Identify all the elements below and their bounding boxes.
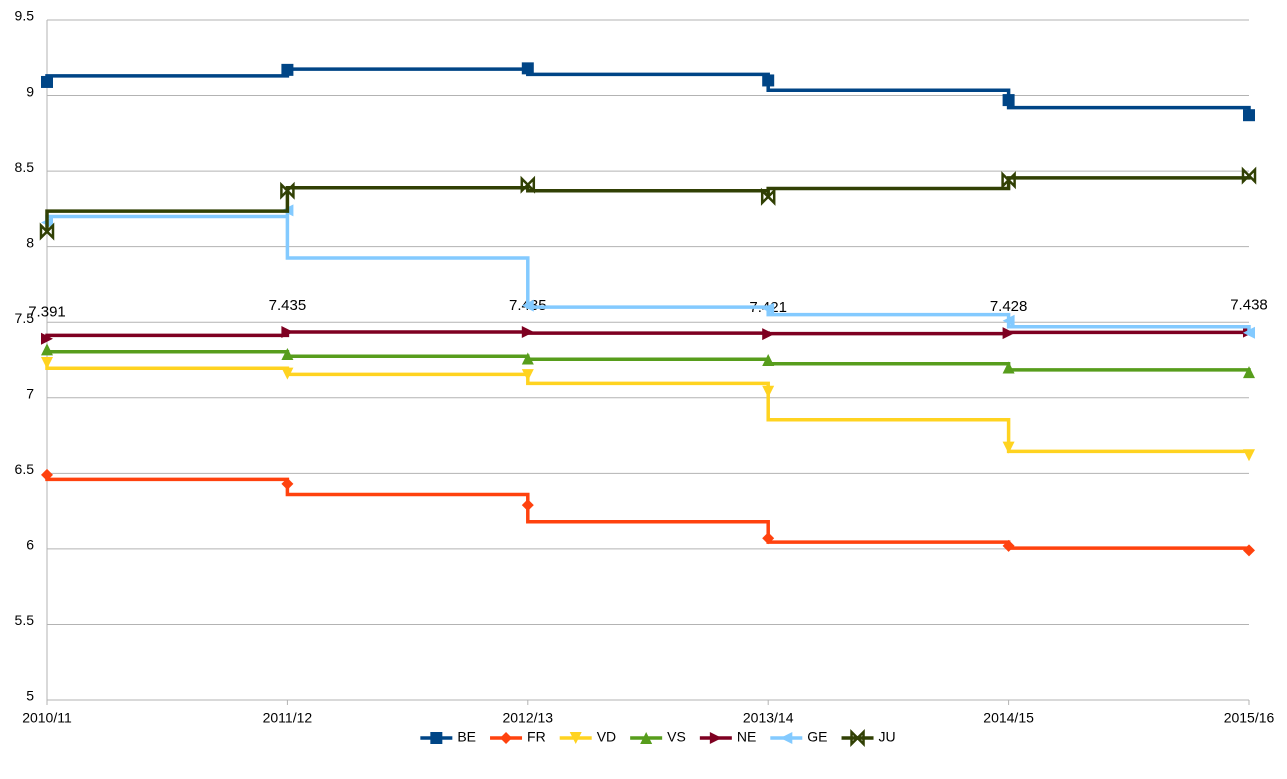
legend-label: VS xyxy=(667,729,686,745)
marker xyxy=(41,332,53,345)
y-tick-label: 7.5 xyxy=(15,310,35,326)
marker xyxy=(41,468,53,481)
y-tick-label: 9 xyxy=(26,83,34,99)
step-line xyxy=(45,363,1251,456)
x-tick-label: 2012/13 xyxy=(502,710,553,726)
marker xyxy=(521,352,534,365)
marker xyxy=(1243,449,1255,462)
step-line xyxy=(45,474,1251,551)
marker xyxy=(41,343,53,356)
x-tick-label: 2014/15 xyxy=(983,710,1034,726)
marker xyxy=(569,732,582,744)
marker xyxy=(520,175,536,194)
marker xyxy=(1002,314,1015,327)
marker xyxy=(1243,326,1255,339)
y-tick-label: 8.5 xyxy=(15,159,35,175)
marker xyxy=(1243,109,1255,122)
marker xyxy=(760,187,776,206)
legend-item: FR xyxy=(490,729,546,745)
legend-label: JU xyxy=(879,729,896,745)
marker xyxy=(850,728,865,748)
marker xyxy=(1001,171,1016,190)
legend-item: BE xyxy=(420,729,476,745)
marker xyxy=(1243,544,1255,557)
marker xyxy=(1241,166,1257,185)
step-line xyxy=(45,67,1251,116)
y-tick-label: 5 xyxy=(26,688,34,704)
legend: BE FR VD VS NE GE JU xyxy=(420,728,896,748)
marker xyxy=(1002,94,1015,107)
legend-label: FR xyxy=(527,729,546,745)
marker xyxy=(521,369,534,382)
marker xyxy=(281,326,294,339)
x-tick-label: 2013/14 xyxy=(743,710,794,726)
marker xyxy=(521,326,534,339)
legend-item: GE xyxy=(770,729,828,745)
marker xyxy=(762,354,775,366)
marker xyxy=(1243,366,1255,379)
data-label: 7.428 xyxy=(990,298,1028,315)
marker xyxy=(762,74,775,87)
marker xyxy=(281,63,294,76)
step-line xyxy=(45,175,1251,232)
legend-label: GE xyxy=(807,729,827,745)
marker xyxy=(281,477,294,490)
marker xyxy=(1002,441,1015,454)
data-label: 7.438 xyxy=(1230,297,1268,314)
marker xyxy=(640,732,653,744)
marker xyxy=(521,499,534,512)
marker xyxy=(762,328,775,341)
marker xyxy=(281,367,294,380)
legend-label: VD xyxy=(597,729,616,745)
marker xyxy=(41,75,53,88)
step-line xyxy=(45,330,1251,339)
marker xyxy=(500,732,513,744)
marker xyxy=(521,299,534,312)
y-tick-label: 9.5 xyxy=(15,8,35,24)
legend-item: VS xyxy=(630,729,686,745)
x-tick-label: 2010/11 xyxy=(22,710,72,726)
legend-item: VD xyxy=(559,729,616,745)
marker xyxy=(39,222,55,241)
marker xyxy=(709,732,722,744)
x-tick-label: 2011/12 xyxy=(263,710,313,726)
marker xyxy=(1002,539,1015,552)
marker xyxy=(41,357,53,370)
marker xyxy=(430,732,443,744)
y-tick-label: 5.5 xyxy=(15,612,35,628)
y-tick-label: 6.5 xyxy=(15,461,35,477)
data-label: 7.391 xyxy=(28,304,66,321)
y-tick-label: 7 xyxy=(26,385,34,401)
marker xyxy=(1002,327,1015,340)
marker xyxy=(762,385,775,398)
data-label: 7.435 xyxy=(269,297,307,314)
legend-label: NE xyxy=(737,729,756,745)
marker xyxy=(280,181,295,200)
legend-label: BE xyxy=(457,729,476,745)
marker xyxy=(1002,361,1015,374)
marker xyxy=(281,347,294,360)
marker xyxy=(521,62,534,75)
y-tick-label: 6 xyxy=(26,537,34,553)
marker xyxy=(762,302,775,315)
marker xyxy=(762,532,775,545)
legend-item: JU xyxy=(841,728,896,748)
x-tick-label: 2015/16 xyxy=(1224,710,1275,726)
step-line xyxy=(45,210,1251,333)
y-tick-label: 8 xyxy=(26,234,34,250)
marker xyxy=(780,732,793,744)
legend-item: NE xyxy=(699,729,756,745)
